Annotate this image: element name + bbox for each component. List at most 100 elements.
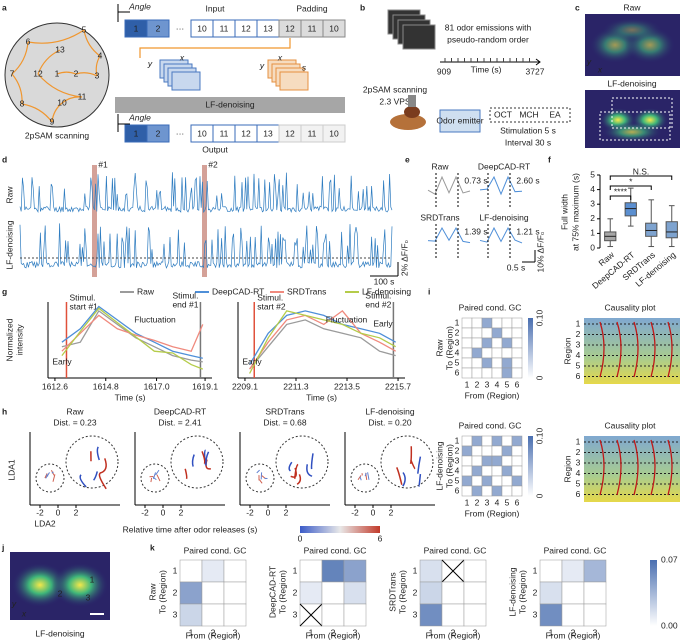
heat-cell xyxy=(471,435,483,447)
label: From (Region) xyxy=(546,630,601,640)
scan-arrow xyxy=(95,55,101,77)
label: EA xyxy=(549,109,561,119)
heat-cell xyxy=(501,327,513,339)
colorbar xyxy=(528,436,533,496)
label: x xyxy=(277,52,283,62)
label: Dist. = 0.20 xyxy=(368,417,412,427)
heat-cell xyxy=(461,347,473,359)
heat-cell xyxy=(511,465,523,477)
heat-cell xyxy=(583,581,607,605)
x-tick-label: 1 xyxy=(309,627,314,637)
y-tick-label: 2 xyxy=(293,587,298,597)
label: 0.5 s xyxy=(507,262,525,272)
trajectory xyxy=(93,471,99,481)
panel-letter: k xyxy=(150,542,155,552)
heat-cell xyxy=(561,581,585,605)
heat-cell xyxy=(471,445,483,457)
cell xyxy=(146,124,170,143)
box xyxy=(624,202,637,217)
heat-cell xyxy=(441,581,465,605)
heat-cell xyxy=(471,327,483,339)
heat-cell xyxy=(463,581,487,605)
zoom-circle xyxy=(380,435,434,489)
signal xyxy=(52,563,108,607)
label: Early xyxy=(52,356,72,366)
heat-cell xyxy=(491,347,503,359)
colorbar xyxy=(300,526,380,533)
x-tick-label: -2 xyxy=(351,507,359,517)
panel-letter: h xyxy=(2,406,7,416)
circle-number: 8 xyxy=(20,98,25,108)
x-tick-label: 1 xyxy=(429,627,434,637)
roi xyxy=(611,97,673,129)
x-tick-label: 1 xyxy=(549,627,554,637)
heat-cell xyxy=(481,465,493,477)
causality-arrow xyxy=(633,321,639,378)
label: 6 xyxy=(576,371,581,381)
trajectory xyxy=(402,472,406,487)
box xyxy=(665,221,678,239)
label: pseudo-random order xyxy=(447,34,529,44)
colorbar-tick: 0 xyxy=(298,533,303,543)
legend-label: Raw xyxy=(137,286,155,296)
tick-label: 4 xyxy=(590,184,595,194)
label: 10% ΔF/F₀ xyxy=(535,231,545,272)
heat-cell xyxy=(501,475,513,487)
label: LF-denoising xyxy=(35,628,84,638)
label: LF-denoising xyxy=(607,78,656,88)
scan-arrow xyxy=(11,73,23,105)
label: 81 odor emissions with xyxy=(445,22,532,32)
trajectory xyxy=(256,469,260,474)
heat-cell xyxy=(481,475,493,487)
label: Region xyxy=(562,337,572,364)
heat-cell xyxy=(471,485,483,497)
label: 2.60 s xyxy=(516,175,539,185)
heat-cell xyxy=(201,603,225,627)
bracket xyxy=(609,175,673,180)
circle-number: 13 xyxy=(55,44,65,54)
x-tick-label: 2211.3 xyxy=(283,381,309,391)
heat-cell xyxy=(501,445,513,457)
x-tick-label: 2 xyxy=(331,627,336,637)
x-tick-label: 3 xyxy=(473,627,478,637)
stack xyxy=(171,71,201,91)
x-tick-label: 1619.1 xyxy=(192,381,218,391)
heat-cell xyxy=(511,357,523,369)
label: start #2 xyxy=(257,301,286,311)
x-tick-label: 2 xyxy=(571,627,576,637)
x-tick-label: 2209.1 xyxy=(232,381,258,391)
y-tick-label: 4 xyxy=(455,347,460,357)
label: #1 xyxy=(98,159,108,169)
heat-cell xyxy=(511,347,523,359)
scan-arrow xyxy=(83,29,101,57)
heat-cell xyxy=(511,367,523,379)
line xyxy=(61,309,203,363)
label: 3727 xyxy=(526,66,545,76)
heat-cell xyxy=(343,559,367,583)
x-tick-label: 3 xyxy=(353,627,358,637)
x-tick-label: -2 xyxy=(36,507,44,517)
y-tick-label: 4 xyxy=(455,465,460,475)
scan-arrow xyxy=(75,72,98,77)
label: Odor emitter xyxy=(436,115,483,125)
bracket xyxy=(609,185,652,190)
label: 2 xyxy=(576,329,581,339)
label: DeepCAD-RT xyxy=(154,406,206,416)
label: Fluctuation xyxy=(326,314,368,324)
heat-cell xyxy=(583,559,607,583)
label: Stimulation 5 s xyxy=(500,125,556,135)
line xyxy=(61,307,204,370)
heat-cell xyxy=(461,445,473,457)
causality-image xyxy=(584,436,680,502)
label: 6 xyxy=(576,489,581,499)
x-tick-label: 1617.0 xyxy=(144,381,170,391)
heat-cell xyxy=(461,435,473,447)
heat-cell xyxy=(299,581,323,605)
heat-cell xyxy=(583,603,607,627)
trajectory xyxy=(51,471,54,474)
label: To (Region) xyxy=(397,570,407,614)
image-stack xyxy=(402,24,436,50)
label: ··· xyxy=(176,128,185,138)
circle-number: 2 xyxy=(74,68,79,78)
event-band xyxy=(92,165,97,277)
